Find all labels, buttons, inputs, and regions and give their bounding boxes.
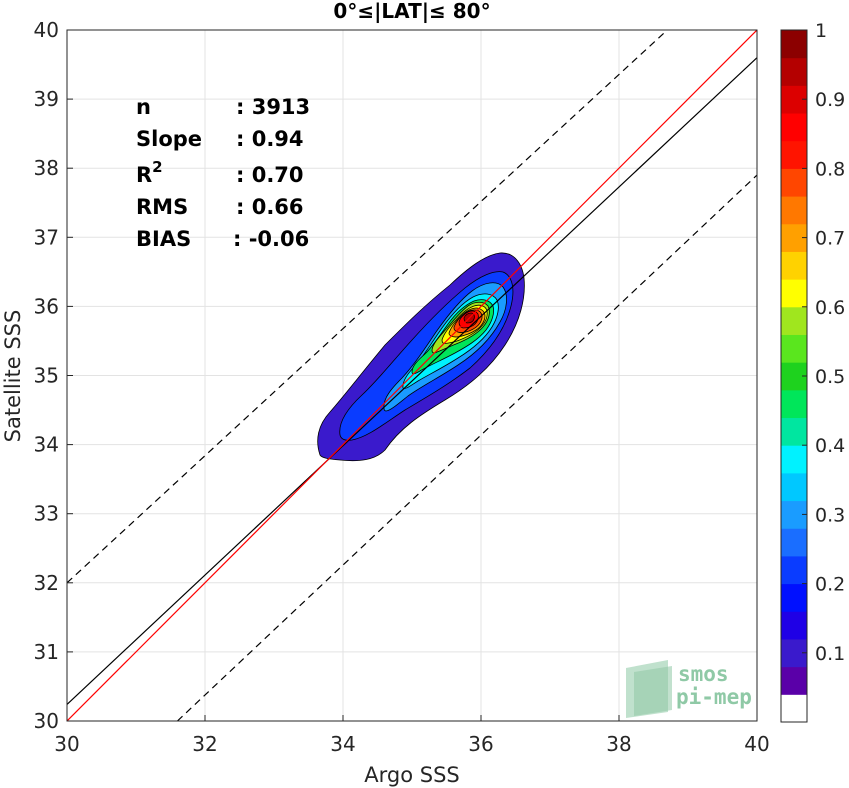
- colorbar-segment: [781, 30, 807, 59]
- y-tick-label: 37: [34, 225, 59, 249]
- stat-superscript: 2: [152, 158, 162, 176]
- colorbar-segment: [781, 666, 807, 695]
- colorbar-segment: [781, 472, 807, 502]
- colorbar-segment: [781, 57, 807, 86]
- one-to-one-line: [67, 30, 757, 721]
- colorbar-segment: [781, 389, 807, 419]
- colorbar-tick-label: 0.5: [815, 366, 845, 388]
- x-tick-label: 30: [54, 732, 79, 756]
- stat-value: : -0.06: [233, 227, 309, 251]
- x-tick-label: 32: [192, 732, 217, 756]
- colorbar-segment: [781, 528, 807, 557]
- colorbar: 0.1 0.2 0.3 0.4 0.5 0.6 0.7 0.8 0.9 1: [780, 20, 845, 723]
- colorbar-segment: [781, 334, 807, 363]
- colorbar-segment: [781, 251, 807, 280]
- y-tick-label: 30: [34, 709, 59, 733]
- x-tick-label: 40: [744, 732, 769, 756]
- y-tick-label: 40: [34, 18, 59, 42]
- y-axis-label: Satellite SSS: [1, 310, 25, 443]
- x-axis-label: Argo SSS: [364, 763, 459, 787]
- colorbar-tick-label: 1: [815, 20, 827, 42]
- colorbar-segment: [781, 583, 807, 612]
- colorbar-segment: [781, 445, 807, 474]
- axis-ticks: 30 32 34 36 38 40 30 31 32 33 34 35 36 37 38 39 40: [34, 18, 770, 756]
- regression-line: [67, 57, 757, 705]
- colorbar-segment: [781, 279, 807, 308]
- stat-value: : 0.70: [236, 163, 304, 187]
- stat-label: RMS: [136, 195, 188, 219]
- logo-line-1: smos: [678, 662, 729, 686]
- upper-bound-dashed-line: [67, 30, 668, 584]
- colorbar-tick-label: 0.3: [815, 504, 845, 526]
- colorbar-segment: [781, 694, 807, 723]
- y-tick-label: 36: [34, 294, 59, 318]
- y-tick-label: 39: [34, 87, 59, 111]
- y-tick-label: 33: [34, 502, 59, 526]
- grid-lines: [66, 29, 758, 722]
- stat-value: : 3913: [236, 95, 310, 119]
- stat-value: : 0.94: [236, 127, 304, 151]
- colorbar-segment: [781, 555, 807, 585]
- chart-title: 0°≤|LAT|≤ 80°: [333, 0, 490, 23]
- y-tick-label: 32: [34, 571, 59, 595]
- stat-label: n: [136, 95, 151, 119]
- smos-pi-mep-logo: smos pi-mep: [626, 660, 752, 718]
- y-tick-label: 35: [34, 364, 59, 388]
- stat-value: : 0.66: [236, 195, 304, 219]
- colorbar-tick-label: 0.8: [815, 158, 845, 180]
- colorbar-segment: [781, 306, 807, 335]
- y-tick-label: 31: [34, 640, 59, 664]
- colorbar-tick-label: 0.9: [815, 89, 845, 111]
- colorbar-segment: [781, 113, 807, 142]
- x-tick-label: 36: [468, 732, 493, 756]
- colorbar-tick-label: 0.2: [815, 574, 845, 596]
- colorbar-segment: [781, 140, 807, 169]
- colorbar-segment: [781, 168, 807, 197]
- y-tick-label: 38: [34, 156, 59, 180]
- colorbar-tick-label: 0.7: [815, 228, 845, 250]
- reference-lines: [67, 30, 757, 721]
- plot-area: 30 32 34 36 38 40 30 31 32 33 34 35 36 37 38 39 40: [34, 18, 770, 756]
- colorbar-tick-label: 0.1: [815, 643, 845, 665]
- colorbar-segment: [781, 196, 807, 225]
- colorbar-tick-label: 0.6: [815, 297, 845, 319]
- x-tick-label: 34: [330, 732, 355, 756]
- lower-bound-dashed-line: [176, 174, 757, 721]
- stat-label: BIAS: [136, 227, 191, 251]
- colorbar-segment: [781, 611, 807, 640]
- logo-line-2: pi-mep: [676, 685, 752, 709]
- logo-wave-icon-2: [634, 666, 672, 716]
- stat-label: Slope: [136, 127, 202, 151]
- colorbar-tick-label: 0.4: [815, 435, 845, 457]
- colorbar-segment: [781, 417, 807, 446]
- y-tick-label: 34: [34, 433, 59, 457]
- x-tick-label: 38: [606, 732, 631, 756]
